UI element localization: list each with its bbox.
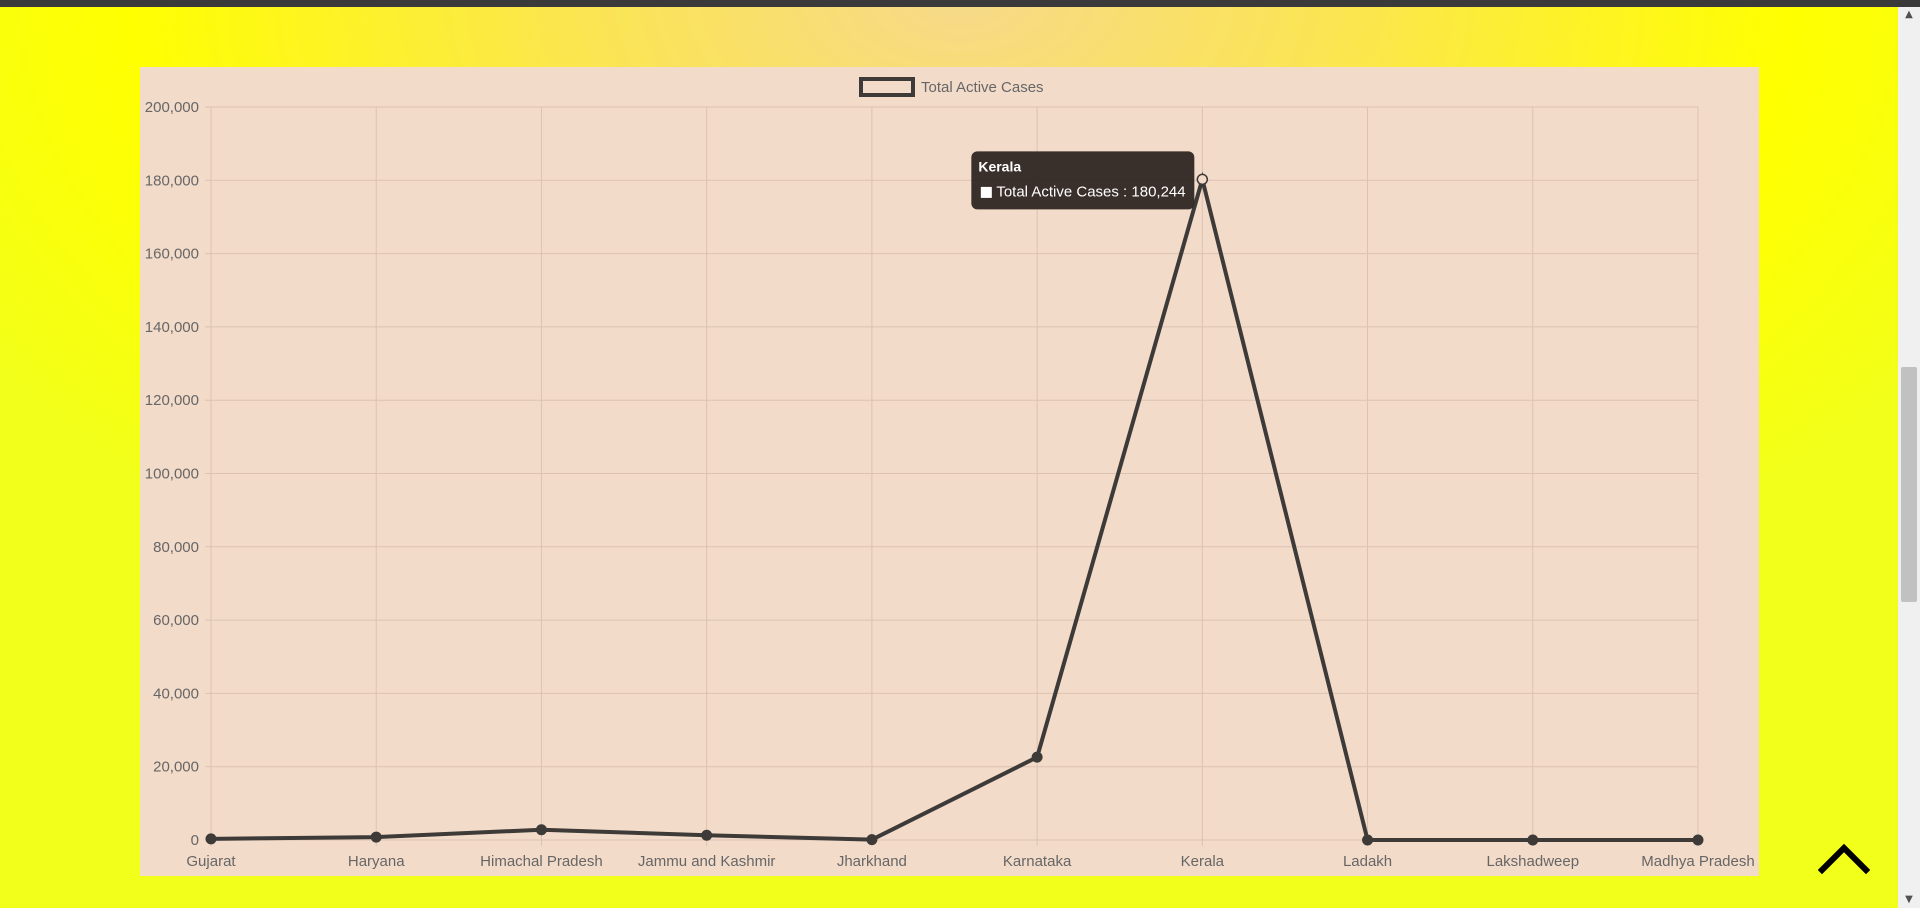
y-tick-label: 40,000 (153, 685, 199, 702)
y-tick-label: 60,000 (153, 612, 199, 629)
data-point[interactable] (701, 829, 713, 841)
browser-top-bar (0, 0, 1920, 7)
y-tick-label: 180,000 (145, 172, 199, 189)
y-tick-label: 0 (191, 832, 199, 849)
y-tick-label: 200,000 (145, 99, 199, 116)
y-tick-label: 100,000 (145, 466, 199, 483)
chart-panel: 0 20,000 40,000 60,000 80,000 100,000 120,000 1… (140, 67, 1759, 876)
data-point[interactable] (370, 831, 382, 843)
x-tick-label: Gujarat (186, 853, 236, 870)
x-tick-label: Lakshadweep (1486, 853, 1579, 870)
data-point[interactable] (1527, 834, 1539, 846)
chevron-up-icon (1817, 843, 1871, 875)
data-point[interactable] (1031, 751, 1043, 763)
data-point[interactable] (1362, 834, 1374, 846)
y-tick-label: 160,000 (145, 246, 199, 263)
data-point[interactable] (866, 834, 878, 846)
x-tick-label: Madhya Pradesh (1641, 853, 1754, 870)
back-to-top-button[interactable] (1817, 842, 1871, 875)
x-tick-label: Ladakh (1343, 853, 1392, 870)
x-tick-label: Kerala (1181, 853, 1225, 870)
vertical-scrollbar[interactable]: ▲ ▼ (1898, 7, 1920, 908)
tooltip-swatch (980, 186, 992, 198)
scroll-up-arrow-icon[interactable]: ▲ (1905, 9, 1913, 20)
x-tick-label: Haryana (348, 853, 405, 870)
tooltip-label: Total Active Cases : 180,244 (996, 183, 1185, 200)
y-tick-label: 80,000 (153, 539, 199, 556)
tooltip-title: Kerala (978, 158, 1021, 174)
data-point[interactable] (1692, 834, 1704, 846)
legend-label[interactable]: Total Active Cases (921, 79, 1044, 96)
x-tick-label: Jharkhand (837, 853, 907, 870)
data-point[interactable] (1196, 173, 1209, 186)
x-tick-label: Himachal Pradesh (480, 853, 603, 870)
legend-swatch[interactable] (859, 77, 915, 97)
scroll-down-arrow-icon[interactable]: ▼ (1905, 894, 1913, 905)
y-tick-label: 120,000 (145, 392, 199, 409)
y-tick-label: 140,000 (145, 319, 199, 336)
x-tick-label: Karnataka (1003, 853, 1072, 870)
y-tick-label: 20,000 (153, 759, 199, 776)
data-point[interactable] (535, 824, 547, 836)
tooltip-box (971, 151, 1195, 210)
x-tick-label: Jammu and Kashmir (638, 853, 776, 870)
scrollbar-thumb[interactable] (1901, 367, 1917, 602)
data-point[interactable] (205, 833, 217, 845)
series-line-total-active-cases (210, 171, 1698, 842)
line-chart: 0 20,000 40,000 60,000 80,000 100,000 120,000 1… (145, 77, 1755, 870)
